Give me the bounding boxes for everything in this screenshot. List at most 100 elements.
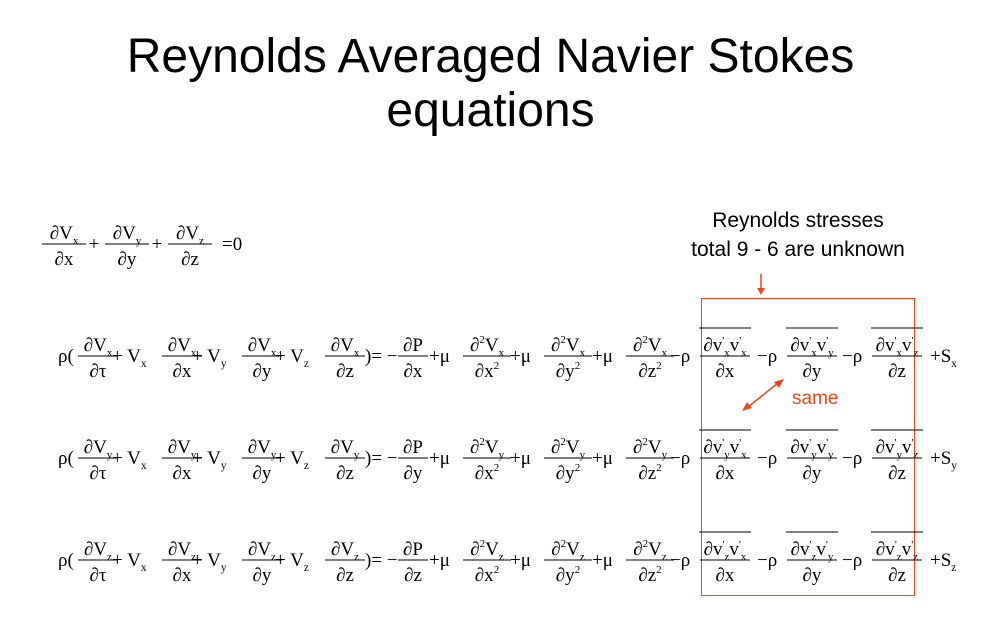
density-symbol: −ρ xyxy=(670,346,690,367)
density-symbol: −ρ xyxy=(670,550,690,571)
numerator: ∂2Vy xyxy=(633,436,668,461)
source-term: +Sy xyxy=(930,448,957,472)
numerator: ∂P xyxy=(403,539,423,560)
numerator: ∂2Vz xyxy=(551,538,585,563)
numerator: ∂Vy xyxy=(168,437,197,461)
down-arrow-icon xyxy=(757,274,765,295)
numerator: ∂2Vx xyxy=(551,334,586,359)
viscosity-symbol: +μ xyxy=(510,448,531,469)
plus-sign: + xyxy=(89,234,100,255)
denominator: ∂y xyxy=(803,565,822,586)
numerator: ∂Vy xyxy=(248,437,277,461)
numerator: ∂Vz xyxy=(176,223,204,247)
denominator: ∂y xyxy=(253,565,272,586)
density-symbol: −ρ xyxy=(757,448,777,469)
numerator: ∂2Vy xyxy=(551,436,586,461)
denominator: ∂x xyxy=(404,361,423,382)
velocity-term: + Vz xyxy=(275,346,309,370)
denominator: ∂z xyxy=(888,361,906,382)
denominator: ∂τ xyxy=(89,565,106,586)
density-symbol: −ρ xyxy=(842,448,862,469)
numerator: ∂2Vx xyxy=(633,334,668,359)
numerator: ∂Vy xyxy=(84,437,113,461)
density-symbol: −ρ xyxy=(842,550,862,571)
denominator: ∂x2 xyxy=(475,360,499,382)
numerator: ∂P xyxy=(403,335,423,356)
equations-group: ∂Vx∂x+∂Vy∂y+∂Vz∂z=0ρ(∂Vx∂τ+ Vx∂Vx∂x+ Vy∂… xyxy=(42,223,957,586)
density-symbol: ρ( xyxy=(58,448,74,469)
denominator: ∂τ xyxy=(89,463,106,484)
double-arrow-icon xyxy=(742,379,784,411)
viscosity-symbol: +μ xyxy=(429,448,450,469)
velocity-term: + Vx xyxy=(112,448,147,472)
velocity-term: + Vx xyxy=(112,550,147,574)
density-symbol: ρ( xyxy=(58,550,74,571)
numerator: ∂2Vz xyxy=(470,538,504,563)
numerator: ∂Vx xyxy=(248,335,277,359)
equals-sign: )= − xyxy=(365,550,398,571)
numerator: ∂v'zv'y xyxy=(791,539,834,563)
denominator: ∂τ xyxy=(89,361,106,382)
denominator: ∂z xyxy=(888,565,906,586)
numerator: ∂Vz xyxy=(168,539,196,563)
denominator: ∂z xyxy=(888,463,906,484)
denominator: ∂x2 xyxy=(475,462,499,484)
numerator: ∂v'xv'y xyxy=(790,335,834,359)
stress-label-line-1: Reynolds stresses xyxy=(712,209,884,232)
stress-label-line-2: total 9 - 6 are unknown xyxy=(691,238,905,261)
denominator: ∂x xyxy=(716,361,735,382)
velocity-term: + Vz xyxy=(275,550,309,574)
denominator: ∂y xyxy=(253,361,272,382)
viscosity-symbol: +μ xyxy=(592,346,613,367)
velocity-term: + Vy xyxy=(192,550,227,574)
title-line-1: Reynolds Averaged Navier Stokes xyxy=(126,30,855,83)
denominator: ∂z xyxy=(404,565,422,586)
denominator: ∂x xyxy=(716,463,735,484)
denominator: ∂y2 xyxy=(556,564,580,586)
source-term: +Sz xyxy=(930,550,956,574)
numerator: ∂2Vz xyxy=(633,538,667,563)
numerator: ∂v'xv'z xyxy=(876,335,919,359)
denominator: ∂x xyxy=(55,249,74,270)
denominator: ∂x xyxy=(173,361,192,382)
numerator: ∂Vx xyxy=(168,335,197,359)
reynolds-stress-box xyxy=(701,298,915,596)
denominator: ∂z xyxy=(181,249,199,270)
denominator: ∂y2 xyxy=(556,360,580,382)
numerator: ∂Vz xyxy=(84,539,112,563)
denominator: ∂z2 xyxy=(638,462,661,484)
numerator: ∂v'yv'y xyxy=(790,437,834,461)
viscosity-symbol: +μ xyxy=(429,346,450,367)
numerator: ∂Vx xyxy=(331,335,360,359)
slide-title: Reynolds Averaged Navier Stokes equation… xyxy=(0,30,981,138)
viscosity-symbol: +μ xyxy=(510,550,531,571)
density-symbol: ρ( xyxy=(58,346,74,367)
viscosity-symbol: +μ xyxy=(592,448,613,469)
denominator: ∂x xyxy=(173,463,192,484)
reynolds-stresses-label: Reynolds stresses total 9 - 6 are unknow… xyxy=(660,206,936,264)
numerator: ∂v'yv'x xyxy=(703,437,747,461)
density-symbol: −ρ xyxy=(757,550,777,571)
denominator: ∂x xyxy=(173,565,192,586)
denominator: ∂y xyxy=(803,463,822,484)
numerator: ∂v'yv'z xyxy=(876,437,919,461)
velocity-term: + Vz xyxy=(275,448,309,472)
numerator: ∂Vx xyxy=(50,223,79,247)
numerator: ∂Vy xyxy=(331,437,360,461)
denominator: ∂z2 xyxy=(638,360,661,382)
denominator: ∂z xyxy=(336,463,354,484)
numerator: ∂Vy xyxy=(113,223,142,247)
denominator: ∂y2 xyxy=(556,462,580,484)
source-term: +Sx xyxy=(930,346,957,370)
denominator: ∂y xyxy=(118,249,137,270)
numerator: ∂v'zv'x xyxy=(704,539,747,563)
numerator: ∂2Vy xyxy=(470,436,505,461)
denominator: ∂z xyxy=(336,565,354,586)
denominator: ∂y xyxy=(404,463,423,484)
denominator: ∂x xyxy=(716,565,735,586)
viscosity-symbol: +μ xyxy=(510,346,531,367)
density-symbol: −ρ xyxy=(670,448,690,469)
viscosity-symbol: +μ xyxy=(429,550,450,571)
plus-sign: + xyxy=(152,234,163,255)
